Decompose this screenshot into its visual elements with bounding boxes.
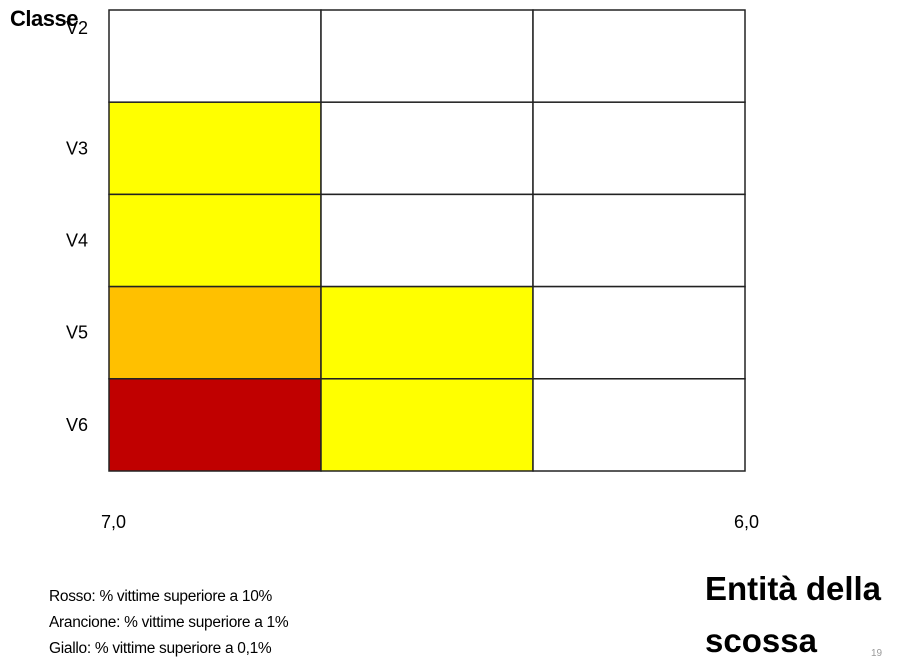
heatmap-cell-v6-col3 — [532, 378, 746, 472]
legend-item-red: Rosso: % vittime superiore a 10% — [49, 588, 272, 605]
heatmap-cell-v6-col2 — [320, 378, 534, 472]
heatmap-cell-v3-col2 — [320, 101, 534, 196]
heatmap-cell-v4-col2 — [320, 193, 534, 288]
heatmap-cell-v3-col1 — [108, 101, 322, 196]
heatmap-cell-v5-col1 — [108, 285, 322, 380]
row-label-v5: V5 — [66, 323, 88, 343]
heatmap-cell-v3-col3 — [532, 101, 746, 196]
heatmap-cell-v6-col1 — [108, 378, 322, 472]
heatmap-cell-v4-col3 — [532, 193, 746, 288]
heatmap-cell-v5-col3 — [532, 285, 746, 380]
row-label-v3: V3 — [66, 138, 88, 158]
heatmap-cell-v4-col1 — [108, 193, 322, 288]
legend: Rosso: % vittime superiore a 10% Arancio… — [49, 584, 289, 662]
heatmap-cell-v2-col2 — [320, 9, 534, 103]
page-number: 19 — [871, 648, 883, 659]
heatmap-cell-v5-col2 — [320, 285, 534, 380]
heatmap-cell-v2-col3 — [532, 9, 746, 103]
row-label-v6: V6 — [66, 415, 88, 435]
legend-item-yellow: Giallo: % vittime superiore a 0,1% — [49, 640, 272, 657]
y-axis-title: Classe — [10, 6, 78, 31]
heatmap-cell-v2-col1 — [108, 9, 322, 103]
x-axis-title: Entità della scossa — [705, 570, 882, 659]
row-label-v4: V4 — [66, 231, 88, 251]
row-label-v2: V2 — [66, 18, 88, 38]
legend-item-orange: Arancione: % vittime superiore a 1% — [49, 614, 289, 631]
x-tick-right: 6,0 — [734, 512, 760, 532]
x-tick-left: 7,0 — [101, 512, 127, 532]
